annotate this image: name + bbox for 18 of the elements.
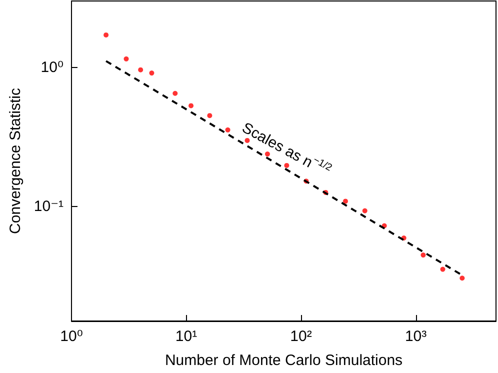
point (362, 208, 368, 214)
x-tick-label: 10¹ (175, 328, 198, 345)
y-axis-title: Convergence Statistic (7, 88, 24, 234)
point (420, 252, 426, 258)
y-tick-label: 10⁻¹ (34, 198, 64, 215)
x-tick-label: 10³ (404, 328, 427, 345)
point (342, 198, 348, 204)
point (149, 70, 154, 76)
point (207, 113, 212, 118)
point (264, 152, 270, 157)
point (460, 276, 465, 281)
point (225, 127, 230, 132)
x-tick-label: 10⁰ (60, 328, 83, 345)
x-tick-label: 10² (290, 328, 312, 345)
point (440, 266, 446, 272)
point (284, 162, 290, 168)
point (188, 103, 194, 108)
x-axis-title: Number of Monte Carlo Simulations (164, 352, 403, 369)
